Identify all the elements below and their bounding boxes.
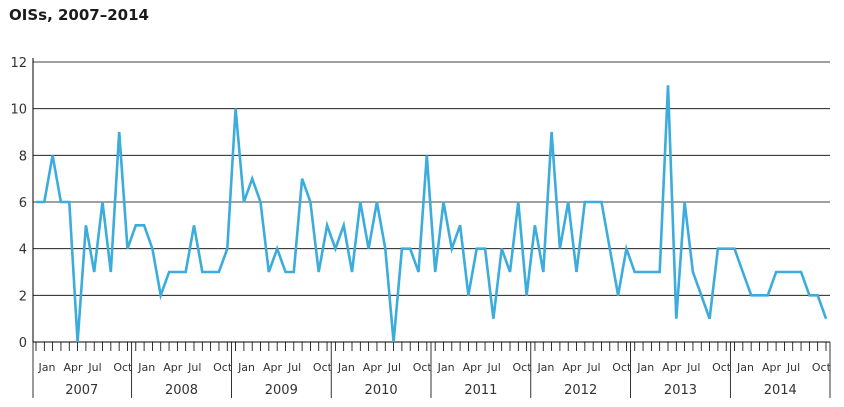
- y-tick-label-12: 12: [10, 56, 27, 71]
- month-label-apr: Apr: [263, 361, 283, 374]
- gridlines: [33, 61, 830, 296]
- year-label-2008: 2008: [165, 383, 198, 398]
- month-label-jan: Jan: [536, 361, 554, 374]
- x-tick-labels: Jan Apr Jul Oct 2007 Jan Apr Jul Oct 2008 Jan Apr Ju…: [37, 361, 831, 398]
- month-label-jul: Jul: [786, 361, 800, 374]
- month-label-oct: Oct: [712, 361, 732, 374]
- month-label-jul: Jul: [387, 361, 401, 374]
- month-label-jul: Jul: [287, 361, 301, 374]
- month-label-jan: Jan: [237, 361, 255, 374]
- year-label-2009: 2009: [265, 383, 298, 398]
- y-tick-labels: 0 2 4 6 8 10 12: [10, 56, 27, 351]
- month-label-jul: Jul: [487, 361, 501, 374]
- y-tick-label-8: 8: [19, 149, 27, 164]
- year-label-2011: 2011: [464, 383, 497, 398]
- month-label-oct: Oct: [612, 361, 632, 374]
- chart-title: OISs, 2007–2014: [9, 6, 149, 24]
- y-tick-label-2: 2: [19, 289, 27, 304]
- series-line: [36, 85, 828, 343]
- year-label-2013: 2013: [664, 383, 697, 398]
- month-label-jan: Jan: [337, 361, 355, 374]
- month-label-jul: Jul: [586, 361, 600, 374]
- month-label-apr: Apr: [562, 361, 582, 374]
- month-label-jan: Jan: [137, 361, 155, 374]
- year-label-2007: 2007: [65, 383, 98, 398]
- month-label-jan: Jan: [736, 361, 754, 374]
- month-label-apr: Apr: [762, 361, 782, 374]
- month-label-apr: Apr: [662, 361, 682, 374]
- y-tick-label-6: 6: [19, 196, 27, 211]
- month-label-apr: Apr: [363, 361, 383, 374]
- month-label-jul: Jul: [87, 361, 101, 374]
- month-label-oct: Oct: [413, 361, 433, 374]
- y-tick-label-4: 4: [19, 243, 27, 258]
- y-tick-label-0: 0: [19, 336, 27, 351]
- month-label-jul: Jul: [686, 361, 700, 374]
- month-label-oct: Oct: [512, 361, 532, 374]
- month-label-jul: Jul: [187, 361, 201, 374]
- month-label-oct: Oct: [313, 361, 333, 374]
- year-label-2010: 2010: [365, 383, 398, 398]
- month-label-jan: Jan: [636, 361, 654, 374]
- series: [36, 85, 828, 343]
- axes: [32, 58, 831, 398]
- year-label-2012: 2012: [564, 383, 597, 398]
- month-label-oct: Oct: [113, 361, 133, 374]
- month-label-apr: Apr: [463, 361, 483, 374]
- month-label-oct: Oct: [812, 361, 832, 374]
- year-label-2014: 2014: [764, 383, 797, 398]
- y-tick-label-10: 10: [10, 103, 27, 118]
- month-label-jan: Jan: [37, 361, 55, 374]
- month-label-oct: Oct: [213, 361, 233, 374]
- month-label-apr: Apr: [63, 361, 83, 374]
- month-label-jan: Jan: [437, 361, 455, 374]
- month-label-apr: Apr: [163, 361, 183, 374]
